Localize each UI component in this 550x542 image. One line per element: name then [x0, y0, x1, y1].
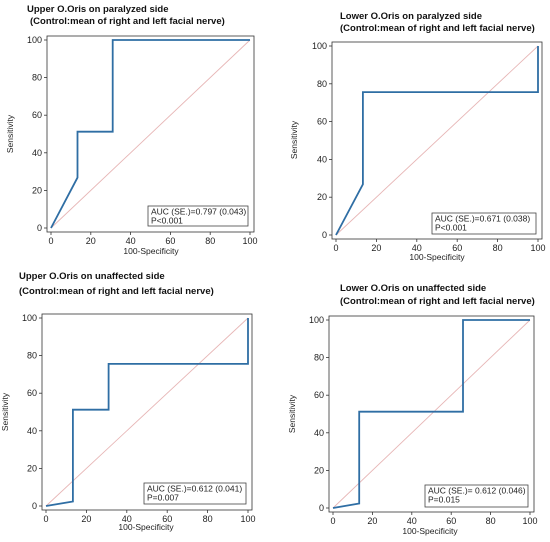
x-tick-label: 80: [205, 236, 215, 246]
auc-value-text: AUC (SE.)=0.797 (0.043): [151, 207, 246, 217]
x-tick-label: 40: [122, 514, 132, 524]
y-axis-label: Sensitivity: [287, 394, 297, 433]
y-axis-label: Sensitivity: [0, 392, 10, 431]
x-tick-label: 80: [486, 516, 496, 526]
y-tick-label: 20: [32, 185, 42, 195]
auc-value-text: AUC (SE.)= 0.612 (0.046): [428, 486, 526, 496]
y-tick-label: 60: [32, 110, 42, 120]
x-tick-label: 20: [371, 243, 381, 253]
y-axis-label: Sensitivity: [5, 114, 15, 153]
auc-value-text: AUC (SE.)=0.612 (0.041): [147, 484, 242, 494]
y-tick-label: 80: [317, 79, 327, 89]
panel-title: Upper O.Oris on paralyzed side: [27, 4, 169, 15]
y-tick-label: 100: [22, 313, 37, 323]
y-tick-label: 60: [27, 388, 37, 398]
panel-subtitle: (Control:mean of right and left facial n…: [340, 296, 535, 307]
x-tick-label: 0: [333, 243, 338, 253]
p-value-text: P=0.007: [147, 493, 179, 503]
auc-annotation-box: [143, 482, 247, 505]
reference-diagonal-line: [332, 319, 531, 509]
auc-annotation-box: [424, 484, 529, 508]
panel-title: Lower O.Oris on paralyzed side: [340, 11, 483, 22]
panel-subtitle: (Control:mean of right and left facial n…: [30, 16, 225, 27]
y-tick-label: 20: [317, 192, 327, 202]
y-axis-label: Sensitivity: [289, 120, 299, 159]
x-tick-label: 40: [126, 236, 136, 246]
plot-frame: [41, 313, 253, 511]
y-tick-label: 80: [314, 353, 324, 363]
roc-curve-line: [332, 319, 530, 509]
roc-curve-line: [45, 318, 249, 507]
y-tick-label: 40: [317, 154, 327, 164]
plot-frame: [328, 315, 535, 513]
x-tick-label: 20: [367, 516, 377, 526]
x-tick-label: 60: [446, 516, 456, 526]
p-value-text: P<0.001: [151, 216, 183, 226]
x-tick-label: 100: [530, 243, 545, 253]
y-tick-label: 100: [27, 35, 42, 45]
x-axis-label: 100-Specificity: [123, 246, 179, 256]
x-tick-label: 0: [330, 516, 335, 526]
x-tick-label: 20: [81, 514, 91, 524]
plot-frame: [331, 41, 543, 240]
p-value-text: P<0.001: [435, 223, 467, 233]
x-tick-label: 60: [165, 236, 175, 246]
p-value-text: P=0.015: [428, 495, 460, 505]
y-tick-label: 20: [27, 463, 37, 473]
x-axis-label: 100-Specificity: [409, 252, 465, 262]
auc-annotation-box: [147, 205, 249, 227]
x-axis-label: 100-Specificity: [118, 522, 174, 532]
y-tick-label: 0: [322, 230, 327, 240]
x-tick-label: 0: [48, 236, 53, 246]
x-tick-label: 60: [162, 514, 172, 524]
x-tick-label: 80: [493, 243, 503, 253]
y-tick-label: 80: [27, 351, 37, 361]
x-tick-label: 40: [407, 516, 417, 526]
y-tick-label: 100: [309, 315, 324, 325]
x-tick-label: 60: [452, 243, 462, 253]
x-tick-label: 0: [43, 514, 48, 524]
x-axis-label: 100-Specificity: [402, 526, 458, 536]
panel-title: Upper O.Oris on unaffected side: [19, 271, 165, 282]
plot-frame: [46, 35, 255, 233]
y-tick-label: 40: [314, 428, 324, 438]
reference-diagonal-line: [335, 45, 539, 236]
reference-diagonal-line: [50, 39, 251, 229]
roc-curve-line: [335, 46, 539, 236]
panel-title: Lower O.Oris on unaffected side: [340, 283, 487, 294]
x-tick-label: 100: [240, 514, 255, 524]
y-tick-label: 0: [32, 501, 37, 511]
y-tick-label: 20: [314, 465, 324, 475]
y-tick-label: 60: [314, 390, 324, 400]
y-tick-label: 60: [317, 117, 327, 127]
roc-curve-line: [50, 39, 250, 229]
x-tick-label: 40: [412, 243, 422, 253]
auc-value-text: AUC (SE.)=0.671 (0.038): [435, 214, 530, 224]
reference-diagonal-line: [45, 317, 249, 507]
auc-annotation-box: [431, 212, 537, 235]
panel-subtitle: (Control:mean of right and left facial n…: [340, 23, 535, 34]
x-tick-label: 100: [522, 516, 537, 526]
x-tick-label: 100: [242, 236, 257, 246]
y-tick-label: 0: [37, 223, 42, 233]
y-tick-label: 40: [27, 426, 37, 436]
x-tick-label: 20: [86, 236, 96, 246]
y-tick-label: 40: [32, 148, 42, 158]
y-tick-label: 0: [319, 503, 324, 513]
y-tick-label: 100: [312, 41, 327, 51]
y-tick-label: 80: [32, 73, 42, 83]
panel-subtitle: (Control:mean of right and left facial n…: [19, 286, 214, 297]
x-tick-label: 80: [203, 514, 213, 524]
